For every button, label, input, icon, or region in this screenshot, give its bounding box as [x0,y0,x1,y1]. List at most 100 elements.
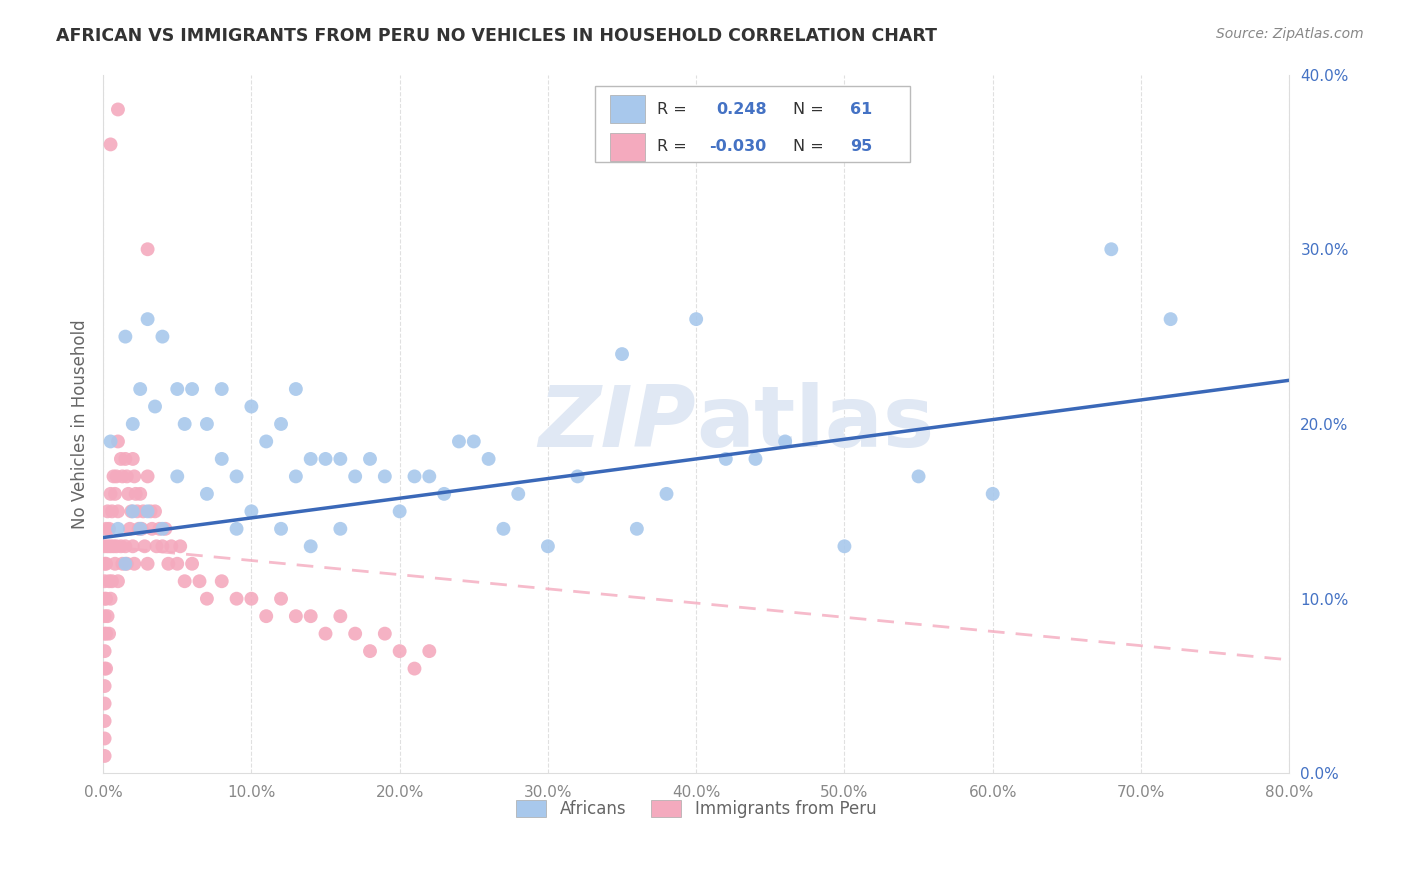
Point [114,539,136,553]
Point [121,417,143,431]
Point [141,522,163,536]
Point [1099,242,1122,256]
Point [100,137,122,152]
Point [166,382,188,396]
Point [127,504,149,518]
Point [744,451,766,466]
Point [299,609,322,624]
Point [115,469,138,483]
Point [98,574,121,589]
Point [107,434,129,449]
Point [117,487,139,501]
Point [114,329,136,343]
Point [143,400,166,414]
Point [122,469,145,483]
Point [834,539,856,553]
Point [98,626,121,640]
Point [195,487,218,501]
Point [152,329,174,343]
Bar [595,87,910,161]
Point [93,714,115,728]
Point [128,522,150,536]
Point [129,382,152,396]
Bar [610,95,645,123]
Point [315,626,337,640]
Point [981,487,1004,501]
Point [107,103,129,117]
Point [225,591,247,606]
Point [152,539,174,553]
Point [169,539,191,553]
Point [101,574,124,589]
Point [105,469,128,483]
Y-axis label: No Vehicles in Household: No Vehicles in Household [72,319,89,529]
Point [97,504,120,518]
Point [329,451,352,466]
Text: atlas: atlas [696,383,935,466]
Point [136,504,159,518]
Point [211,382,233,396]
Point [121,539,143,553]
Point [225,469,247,483]
Point [104,487,127,501]
Text: Source: ZipAtlas.com: Source: ZipAtlas.com [1216,27,1364,41]
Point [181,382,204,396]
Point [284,382,307,396]
Bar [610,133,645,161]
Point [195,417,218,431]
Point [374,626,396,640]
Point [100,539,122,553]
Point [110,539,132,553]
Point [567,469,589,483]
Point [100,487,122,501]
Point [136,557,159,571]
Point [136,242,159,256]
Point [404,469,426,483]
Text: 0.248: 0.248 [716,102,766,117]
Point [463,434,485,449]
Text: N =: N = [793,139,830,154]
Point [97,609,120,624]
Point [433,487,456,501]
Point [329,522,352,536]
Point [1160,312,1182,326]
Point [118,522,141,536]
Text: R =: R = [657,139,692,154]
Point [93,609,115,624]
Point [907,469,929,483]
Point [225,522,247,536]
Point [110,451,132,466]
Point [104,557,127,571]
Point [359,644,381,658]
Point [143,504,166,518]
Point [418,644,440,658]
Point [270,417,292,431]
Text: R =: R = [657,102,692,117]
Point [181,557,204,571]
Point [136,469,159,483]
Point [129,522,152,536]
Text: AFRICAN VS IMMIGRANTS FROM PERU NO VEHICLES IN HOUSEHOLD CORRELATION CHART: AFRICAN VS IMMIGRANTS FROM PERU NO VEHIC… [56,27,938,45]
Point [94,591,117,606]
Point [103,469,125,483]
Point [447,434,470,449]
Point [132,504,155,518]
Point [374,469,396,483]
Point [125,487,148,501]
Point [299,451,322,466]
Point [157,557,180,571]
Point [93,557,115,571]
Point [284,609,307,624]
Point [101,504,124,518]
Point [610,347,633,361]
Point [93,731,115,746]
Point [145,539,167,553]
Point [122,557,145,571]
Point [100,591,122,606]
Point [188,574,211,589]
Point [655,487,678,501]
Point [155,522,177,536]
Point [685,312,707,326]
Point [714,451,737,466]
Point [111,469,134,483]
